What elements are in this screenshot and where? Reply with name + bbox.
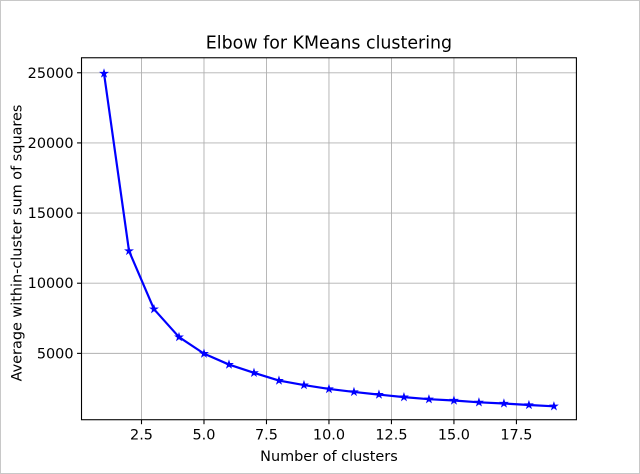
data-point-marker [399, 391, 409, 402]
data-point-marker [349, 386, 359, 397]
x-tick-label: 2.5 [130, 428, 153, 444]
data-point-marker [274, 375, 284, 385]
x-tick-label: 17.5 [500, 428, 532, 444]
x-tick-label: 5.0 [193, 428, 216, 444]
data-point-marker [523, 399, 534, 410]
y-tick-label: 20000 [28, 136, 74, 152]
tick-layer: 2.5 5.0 7.5 10.0 12.5 15.0 17.5 5000 10000 15000 2… [28, 66, 533, 444]
data-point-marker [499, 398, 509, 408]
data-point-marker [199, 348, 209, 358]
data-point-marker [149, 303, 159, 314]
y-axis-label: Average within-cluster sum of squares [9, 105, 25, 382]
data-point-marker [449, 395, 459, 405]
y-tick-label: 15000 [28, 206, 74, 222]
grid-layer [81, 57, 577, 420]
data-point-marker [124, 245, 134, 256]
y-tick-label: 25000 [28, 66, 74, 82]
chart-title: Elbow for KMeans clustering [206, 33, 452, 53]
y-tick-label: 5000 [37, 346, 74, 362]
data-point-marker [174, 331, 184, 342]
x-tick-label: 15.0 [438, 428, 470, 444]
data-point-marker [374, 389, 384, 399]
data-point-marker [474, 397, 484, 407]
data-point-marker [224, 359, 234, 369]
data-point-marker [99, 68, 109, 78]
data-point-marker [324, 383, 334, 394]
x-axis-label: Number of clusters [260, 449, 398, 465]
data-point-marker [249, 367, 259, 378]
x-tick-label: 12.5 [375, 428, 407, 444]
data-point-marker [424, 394, 434, 404]
data-point-marker [299, 379, 309, 390]
x-tick-label: 7.5 [255, 428, 278, 444]
y-tick-label: 10000 [28, 276, 74, 292]
data-point-marker [548, 401, 559, 411]
x-tick-label: 10.0 [313, 428, 345, 444]
data-layer [99, 68, 559, 411]
